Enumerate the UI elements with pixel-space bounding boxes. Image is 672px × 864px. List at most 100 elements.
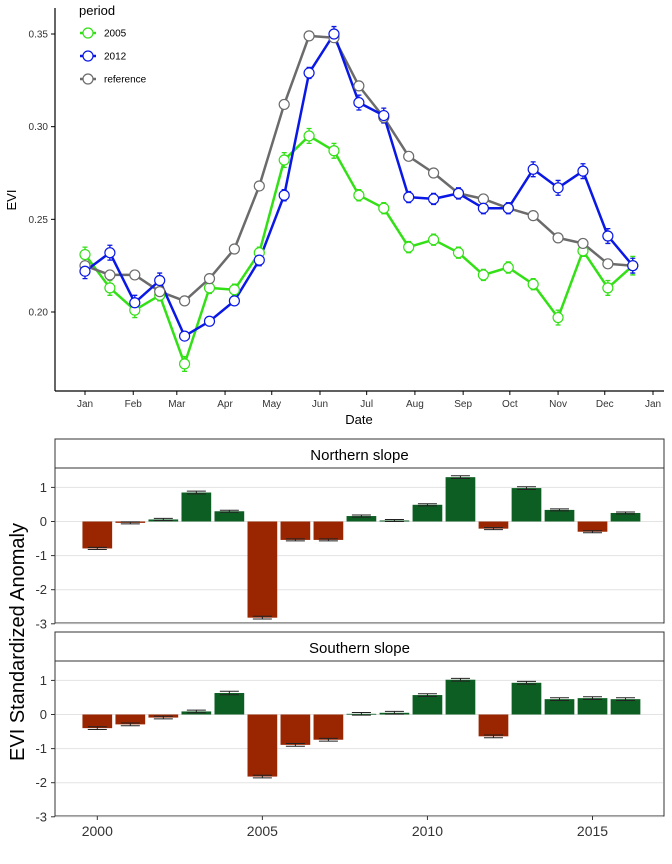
point-2012 — [577, 165, 589, 177]
panel-northern-slope: Northern slope 1 0 -1 -2 -3 — [35, 438, 665, 631]
y-tick-label: -2 — [35, 582, 47, 597]
panel-border — [54, 660, 665, 817]
panel-border — [54, 467, 665, 624]
x-tick-label: Apr — [217, 399, 233, 410]
point-reference — [403, 150, 415, 162]
error-bar-2016 — [616, 511, 636, 515]
bars — [82, 475, 641, 620]
legend-label: reference — [104, 75, 147, 86]
bar-2014 — [544, 699, 575, 715]
strip — [54, 631, 665, 662]
x-tick-label: Jan — [645, 399, 661, 410]
legend-title: period — [79, 3, 115, 18]
point-2005 — [552, 311, 564, 324]
y-tick-label: 0.25 — [29, 215, 49, 226]
point-2005 — [502, 261, 514, 274]
bar-2005 — [247, 714, 278, 777]
error-bar-2006 — [285, 538, 305, 542]
y-tick-label: 0 — [40, 707, 47, 722]
point-2005 — [477, 269, 489, 281]
bar-2005 — [247, 521, 278, 618]
point-2012 — [104, 247, 116, 259]
point-2012 — [527, 163, 539, 175]
y-ticks: 1 0 -1 -2 -3 — [35, 480, 55, 631]
point-2012 — [328, 28, 340, 40]
legend-label: 2012 — [104, 52, 127, 63]
bar-2011 — [445, 679, 476, 715]
bar-2011 — [445, 477, 476, 522]
series-line-2012 — [84, 32, 634, 338]
bar-2007 — [313, 521, 344, 540]
bar-2012 — [478, 714, 509, 737]
x-tick-label: 2000 — [82, 823, 113, 839]
error-bar-2001 — [120, 521, 140, 525]
bar-2003 — [181, 492, 212, 522]
x-ticks: Jan Feb Mar Apr May Jun Jul Aug Sep Oct Nov Dec Jan — [77, 391, 661, 410]
bar-2000 — [82, 714, 113, 729]
error-bar-2011 — [450, 677, 470, 682]
point-2005 — [228, 284, 240, 296]
series-line-reference — [84, 34, 633, 303]
point-2012 — [154, 274, 166, 287]
y-ticks: 0.20 0.25 0.30 0.35 — [29, 30, 55, 319]
bar-2004 — [214, 693, 245, 715]
y-ticks: 1 0 -1 -2 -3 — [35, 673, 55, 824]
series-line-2005 — [83, 134, 634, 366]
point-2005 — [203, 282, 216, 294]
bar-2006 — [280, 714, 311, 745]
point-2005 — [278, 154, 290, 166]
x-ticks: 2000 2005 2010 2015 — [82, 816, 608, 839]
point-2012 — [403, 191, 415, 203]
error-bar-2012 — [483, 527, 503, 531]
x-tick-label: Sep — [454, 399, 472, 410]
bar-2010 — [412, 695, 443, 715]
point-2012 — [278, 189, 290, 201]
error-bar-2005 — [252, 774, 272, 779]
y-axis-title: EVI Standardized Anomaly — [7, 523, 29, 761]
y-tick-label: 0.30 — [29, 122, 49, 133]
legend-items: 2005 2012 reference — [80, 27, 147, 86]
point-reference — [228, 243, 240, 255]
x-tick-label: Nov — [549, 399, 567, 410]
point-reference — [353, 80, 365, 92]
error-bar-2014 — [549, 697, 569, 702]
point-2005 — [602, 282, 614, 294]
y-tick-label: 1 — [40, 480, 47, 495]
error-bar-2007 — [318, 538, 338, 542]
point-2012 — [602, 230, 614, 242]
point-2005 — [303, 130, 315, 142]
y-tick-label: -2 — [35, 775, 47, 790]
error-bar-2011 — [450, 475, 470, 480]
error-bar-2002 — [153, 517, 173, 521]
point-reference — [129, 269, 141, 281]
point-reference — [303, 30, 315, 42]
y-tick-label: -3 — [35, 809, 47, 824]
error-bar-2013 — [516, 486, 536, 490]
x-tick-label: Dec — [596, 399, 614, 410]
bar-2001 — [115, 714, 146, 725]
error-bar-2009 — [384, 710, 404, 715]
point-2005 — [403, 241, 415, 253]
bar-2013 — [511, 488, 542, 522]
legend-label: 2005 — [104, 29, 127, 40]
point-2012 — [178, 330, 191, 342]
error-bar-2007 — [318, 737, 338, 742]
error-bar-2016 — [616, 697, 636, 702]
bar-2000 — [82, 521, 113, 549]
bar-2010 — [412, 504, 443, 522]
line-chart: 0.20 0.25 0.30 0.35 Jan Feb Mar Apr May Jun Jul Au… — [4, 3, 664, 427]
x-tick-label: Jan — [77, 399, 93, 410]
point-reference — [154, 286, 166, 298]
strip — [54, 438, 665, 469]
error-bar-2013 — [516, 680, 536, 685]
x-tick-label: 2015 — [577, 823, 608, 839]
x-tick-label: Oct — [502, 399, 518, 410]
bar-2012 — [478, 521, 509, 529]
x-tick-label: 2010 — [412, 823, 443, 839]
point-reference — [427, 167, 440, 179]
point-2012 — [253, 254, 265, 266]
error-bar-2000 — [87, 726, 107, 731]
error-bar-2003 — [186, 709, 206, 714]
x-axis-title: Date — [345, 412, 372, 427]
